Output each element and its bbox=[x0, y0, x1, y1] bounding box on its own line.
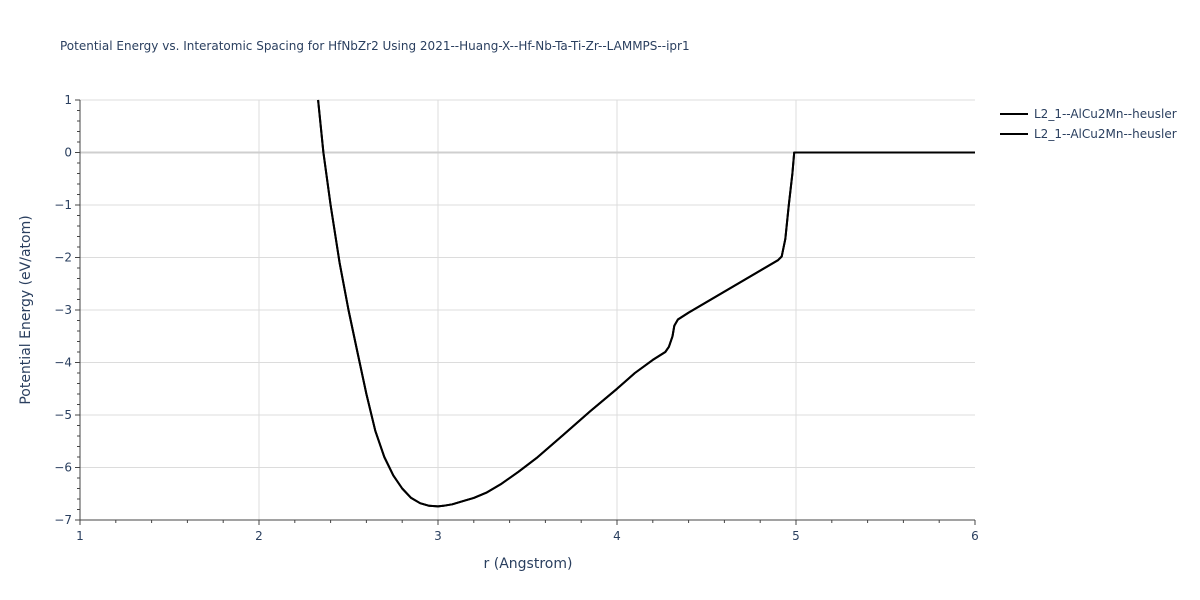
x-tick-label: 2 bbox=[255, 529, 263, 543]
y-tick-label: 0 bbox=[64, 146, 72, 160]
x-tick-label: 5 bbox=[792, 529, 800, 543]
legend-item-1[interactable]: L2_1--AlCu2Mn--heusler bbox=[1000, 107, 1177, 121]
x-tick-label: 6 bbox=[971, 529, 979, 543]
x-axis-label: r (Angstrom) bbox=[484, 556, 573, 572]
grid bbox=[80, 99, 975, 520]
chart-title: Potential Energy vs. Interatomic Spacing… bbox=[60, 39, 690, 53]
x-tick-label: 1 bbox=[76, 529, 84, 543]
legend-label: L2_1--AlCu2Mn--heusler bbox=[1034, 127, 1177, 141]
legend-item-2[interactable]: L2_1--AlCu2Mn--heusler bbox=[1000, 127, 1177, 141]
series-line-1 bbox=[317, 99, 975, 508]
axes: 1 2 3 4 5 6 1 0 −1 −2 −3 −4 −5 −6 −7 bbox=[54, 93, 979, 543]
x-tick-label: 3 bbox=[434, 529, 442, 543]
y-tick-label: 1 bbox=[64, 93, 72, 107]
y-tick-label: −1 bbox=[54, 198, 72, 212]
y-tick-label: −6 bbox=[54, 461, 72, 475]
series-layer bbox=[317, 99, 975, 508]
series-line-2 bbox=[317, 99, 975, 508]
y-axis-label: Potential Energy (eV/atom) bbox=[18, 215, 34, 404]
x-tick-label: 4 bbox=[613, 529, 621, 543]
y-tick-label: −4 bbox=[54, 356, 72, 370]
y-tick-label: −3 bbox=[54, 303, 72, 317]
legend[interactable]: L2_1--AlCu2Mn--heusler L2_1--AlCu2Mn--heu… bbox=[1000, 107, 1177, 141]
y-tick-label: −7 bbox=[54, 513, 72, 527]
y-tick-label: −2 bbox=[54, 251, 72, 265]
legend-label: L2_1--AlCu2Mn--heusler bbox=[1034, 107, 1177, 121]
y-tick-label: −5 bbox=[54, 408, 72, 422]
